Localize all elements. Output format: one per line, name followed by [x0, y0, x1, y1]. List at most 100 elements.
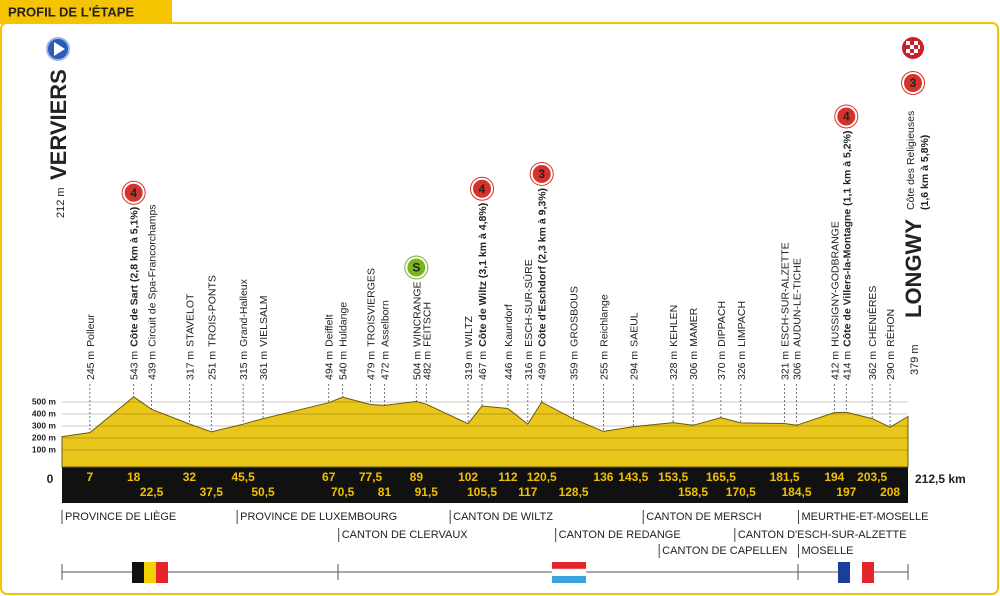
finish-climb-detail: (1,6 km à 5,8%)	[919, 135, 931, 210]
waypoint-altitude: 294 m	[628, 351, 640, 380]
waypoint-name: Reichlange	[598, 294, 610, 347]
waypoint-label: 359 m GROSBOUS	[569, 286, 581, 380]
km-label: 181,5	[770, 470, 800, 484]
km-label: 120,5	[527, 470, 557, 484]
category-badge-ring	[470, 176, 495, 201]
y-tick-label: 300 m	[32, 420, 57, 430]
km-label: 153,5	[658, 470, 688, 484]
category-label: S	[412, 261, 420, 275]
km-label: 208	[880, 485, 900, 499]
waypoint-label: 361 m VIELSALM	[258, 295, 270, 380]
category-label: 3	[910, 76, 917, 90]
waypoint-name: CHENIÈRES	[866, 286, 879, 347]
waypoint-altitude: 499 m	[537, 351, 549, 380]
waypoint-altitude: 504 m	[411, 351, 423, 380]
region-label: MOSELLE	[802, 545, 854, 557]
waypoint-label: 482 m FÉITSCH	[420, 302, 433, 380]
category-badge-ring	[404, 255, 429, 280]
y-tick-label: 400 m	[32, 408, 57, 418]
y-tick-label: 200 m	[32, 432, 57, 442]
category-badge	[405, 256, 428, 279]
waypoint-label: 412 m HUSSIGNY-GODBRANGE	[829, 221, 841, 380]
waypoint-label: 494 m Deiffelt	[324, 314, 336, 380]
waypoint-label: 446 m Kaundorf	[503, 304, 515, 380]
waypoint-label: 306 m MAMER	[688, 307, 700, 380]
waypoint-altitude: 255 m	[598, 351, 610, 380]
category-label: 3	[538, 167, 545, 181]
waypoint-label: 245 m Polleur	[85, 314, 97, 380]
waypoint-name: Côte de Wiltz (3,1 km à 4,8%)	[477, 203, 489, 347]
waypoint-name: Côte de Villers-la-Montagne (1,1 km à 5,…	[841, 131, 853, 347]
waypoint-name: DIPPACH	[716, 301, 728, 347]
km-label: 197	[836, 485, 856, 499]
waypoint-altitude: 316 m	[523, 351, 535, 380]
category-badge	[122, 181, 145, 204]
region-label: CANTON DE CAPELLEN	[662, 545, 787, 557]
km-finish-label: 212,5 km	[915, 472, 966, 486]
category-badge	[902, 72, 924, 94]
region-label: CANTON DE WILTZ	[453, 511, 553, 523]
waypoint-name: VIELSALM	[258, 295, 270, 346]
flag-luxembourg	[551, 562, 587, 583]
waypoint-name: GROSBOUS	[569, 286, 581, 347]
finish-altitude: 379 m	[909, 344, 921, 375]
category-badge-ring	[834, 104, 859, 129]
waypoint-name: Deiffelt	[324, 314, 336, 347]
waypoint-altitude: 251 m	[206, 351, 218, 380]
waypoint-label: 540 m Huldange	[338, 302, 350, 380]
waypoint-name: Asselborn	[379, 300, 391, 347]
region-label: CANTON DE REDANGE	[559, 529, 681, 541]
waypoint-name: ESCH-SUR-ALZETTE	[780, 242, 792, 346]
waypoint-altitude: 479 m	[366, 351, 378, 380]
waypoint-name: STAVELOT	[184, 293, 196, 347]
km-label: 136	[593, 470, 613, 484]
category-badge	[471, 177, 494, 200]
category-label: 4	[479, 182, 486, 196]
title-tab	[0, 0, 172, 24]
waypoint-altitude: 326 m	[736, 351, 748, 380]
region-label: CANTON DE CLERVAUX	[342, 529, 469, 541]
region-label: CANTON DE MERSCH	[646, 511, 761, 523]
waypoint-name: Kaundorf	[503, 304, 515, 347]
waypoint-label: 543 m Côte de Sart (2,8 km à 5,1%)	[129, 207, 141, 380]
waypoint-label: 362 m CHENIÈRES	[866, 286, 879, 380]
waypoint-altitude: 540 m	[338, 351, 350, 380]
category-badge-ring	[901, 71, 925, 95]
waypoint-altitude: 370 m	[716, 351, 728, 380]
y-tick-label: 100 m	[32, 444, 57, 454]
waypoint-altitude: 306 m	[792, 351, 804, 380]
waypoint-label: 290 m RÉHON	[884, 309, 897, 380]
waypoint-altitude: 467 m	[477, 351, 489, 380]
waypoint-name: KEHLEN	[668, 305, 680, 347]
waypoint-altitude: 543 m	[129, 351, 141, 380]
category-label: 4	[843, 110, 850, 124]
km-label: 70,5	[331, 485, 355, 499]
waypoint-label: 315 m Grand-Halleux	[238, 278, 250, 380]
km-label: 128,5	[559, 485, 589, 499]
flag-france	[838, 562, 874, 583]
finish-flag	[902, 37, 924, 59]
waypoint-name: Côte de Sart (2,8 km à 5,1%)	[129, 207, 141, 347]
km-label: 37,5	[200, 485, 224, 499]
waypoint-altitude: 362 m	[867, 351, 879, 380]
waypoint-name: TROISVIERGES	[366, 268, 378, 347]
waypoint-name: AUDUN-LE-TICHE	[792, 258, 804, 347]
km-label: 117	[518, 485, 538, 499]
waypoint-label: 317 m STAVELOT	[184, 293, 196, 380]
km-label: 112	[498, 470, 518, 484]
flag-belgium	[132, 562, 168, 583]
category-badge-ring	[121, 180, 146, 205]
region-label: PROVINCE DE LIÈGE	[65, 510, 176, 523]
km-label: 184,5	[782, 485, 812, 499]
waypoint-name: HUSSIGNY-GODBRANGE	[829, 221, 841, 347]
waypoint-altitude: 414 m	[841, 351, 853, 380]
waypoint-name: WILTZ	[463, 316, 475, 347]
waypoint-altitude: 317 m	[184, 351, 196, 380]
waypoint-label: 499 m Côte d'Eschdorf (2,3 km à 9,3%)	[537, 188, 549, 380]
start-altitude: 212 m	[55, 187, 67, 218]
km-start-label: 0	[47, 472, 54, 486]
waypoint-name: Côte d'Eschdorf (2,3 km à 9,3%)	[537, 188, 549, 347]
waypoint-name: Circuit de Spa-Francorchamps	[147, 204, 159, 346]
